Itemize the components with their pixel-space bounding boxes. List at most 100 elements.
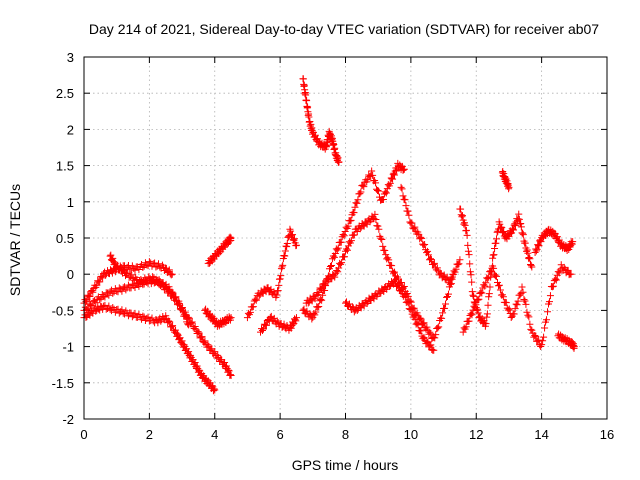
data-point	[525, 254, 533, 262]
data-point	[570, 343, 578, 351]
data-point	[444, 290, 452, 298]
data-point	[389, 175, 397, 183]
data-point	[372, 179, 380, 187]
data-point	[167, 271, 175, 279]
data-point	[367, 296, 375, 304]
data-point	[275, 281, 283, 289]
data-point	[507, 313, 515, 321]
data-point	[531, 331, 539, 339]
y-tick-label: -1	[62, 340, 74, 355]
data-point	[452, 265, 460, 273]
data-point	[319, 291, 327, 299]
data-point	[397, 183, 405, 191]
data-point	[546, 292, 554, 300]
data-point	[436, 269, 444, 277]
data-point	[392, 278, 400, 286]
data-point	[347, 237, 355, 245]
data-point	[201, 337, 209, 345]
data-point	[402, 202, 410, 210]
data-point	[145, 258, 153, 266]
data-point	[366, 173, 374, 181]
data-point	[519, 288, 527, 296]
data-point	[489, 254, 497, 262]
data-point	[385, 256, 393, 264]
data-point	[492, 239, 500, 247]
data-point	[350, 209, 358, 217]
data-point	[464, 247, 472, 255]
data-point	[223, 241, 231, 248]
plot-frame	[83, 56, 608, 420]
data-point	[569, 238, 577, 246]
data-point	[459, 212, 467, 220]
data-point	[505, 305, 513, 313]
data-point	[318, 285, 326, 293]
data-point	[432, 331, 440, 339]
y-tick-label: 1.5	[56, 159, 74, 174]
data-point	[407, 305, 415, 313]
data-point	[560, 263, 568, 271]
data-point	[493, 272, 501, 280]
x-tick-label: 6	[277, 427, 284, 442]
data-point	[165, 317, 173, 325]
data-point	[368, 167, 376, 175]
series-arc-p	[498, 168, 513, 193]
data-point	[100, 292, 108, 300]
x-tick-label: 0	[80, 427, 87, 442]
data-point	[387, 174, 395, 182]
data-point	[527, 325, 535, 333]
data-point	[379, 196, 387, 204]
data-point	[408, 219, 416, 227]
data-point	[510, 226, 518, 234]
data-point	[356, 190, 364, 198]
data-point	[109, 289, 117, 297]
data-point	[532, 332, 540, 340]
data-point	[483, 313, 491, 321]
data-point	[337, 238, 345, 246]
data-point	[474, 309, 482, 317]
data-point	[563, 246, 571, 254]
data-point	[372, 215, 380, 223]
data-point	[417, 327, 425, 335]
data-point	[255, 292, 263, 300]
data-point	[135, 266, 143, 274]
data-point	[273, 291, 281, 299]
data-point	[519, 229, 527, 237]
grid-lines	[84, 57, 607, 419]
data-point	[406, 306, 414, 314]
data-point	[461, 221, 469, 229]
data-point	[292, 317, 300, 325]
data-point	[431, 334, 439, 342]
data-point	[162, 283, 170, 291]
data-point	[252, 296, 260, 304]
data-point	[278, 263, 286, 271]
x-tick-label: 4	[211, 427, 218, 442]
data-point	[472, 301, 480, 309]
data-point	[535, 242, 543, 250]
data-point	[273, 317, 281, 325]
data-point	[359, 221, 367, 229]
data-point	[292, 241, 300, 249]
data-point	[194, 328, 202, 336]
data-point	[397, 285, 405, 293]
data-point	[549, 282, 557, 290]
data-point	[424, 247, 432, 255]
data-point	[351, 203, 359, 211]
data-point	[284, 233, 292, 241]
data-point	[485, 293, 493, 301]
data-point	[397, 278, 405, 286]
data-point	[276, 275, 284, 283]
data-point	[154, 276, 162, 284]
data-point	[185, 348, 193, 356]
data-point	[374, 222, 382, 230]
data-point	[87, 301, 95, 309]
data-point	[460, 220, 468, 228]
data-point	[552, 276, 560, 284]
data-point	[168, 323, 176, 331]
data-point	[198, 333, 206, 341]
series-arc-i	[299, 75, 343, 166]
data-point	[524, 311, 532, 319]
data-point	[493, 235, 501, 243]
data-point	[477, 288, 485, 296]
data-point	[515, 215, 523, 223]
data-point	[510, 310, 518, 318]
